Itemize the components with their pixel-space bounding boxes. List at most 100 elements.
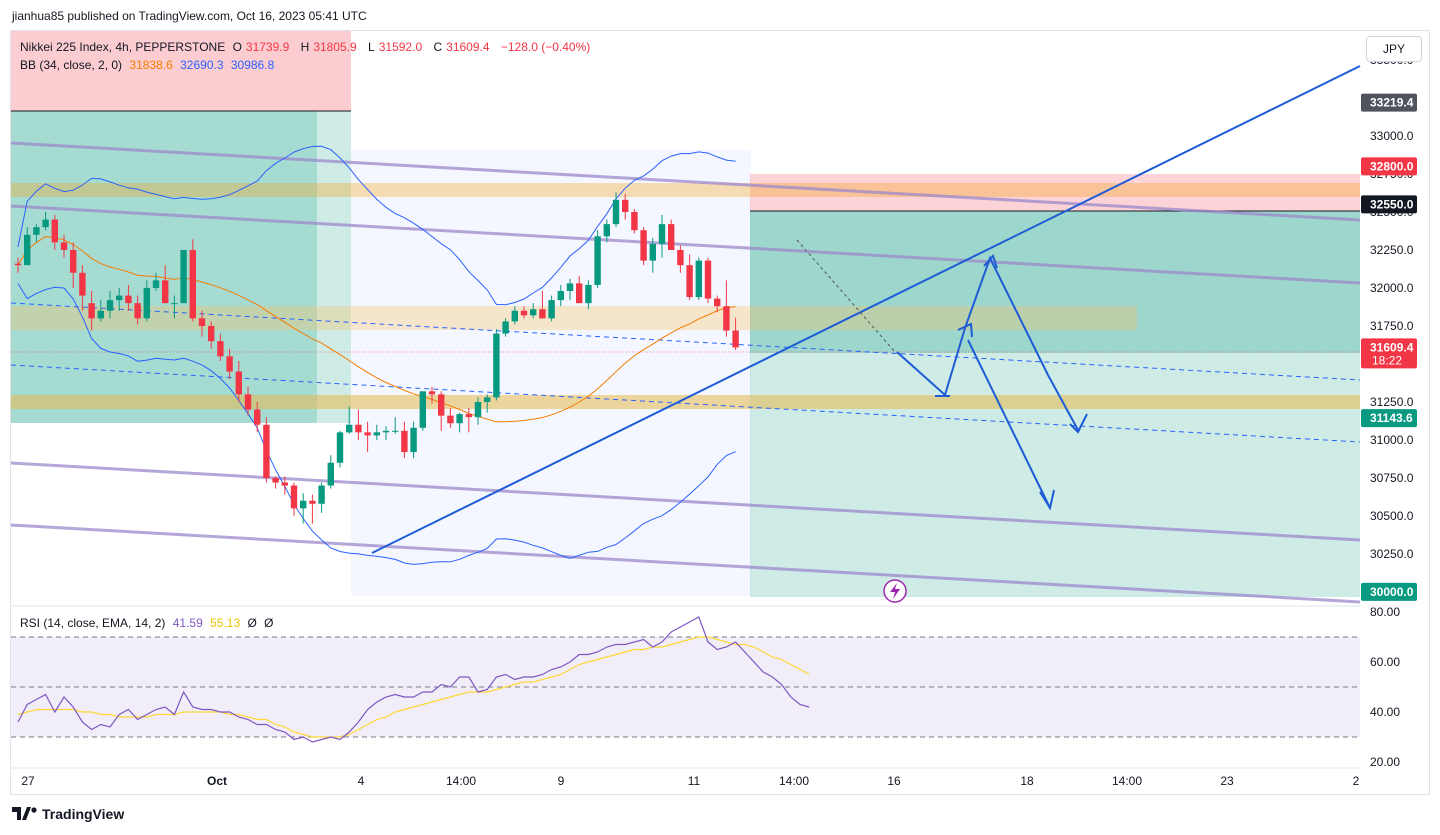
candle-body: [456, 414, 463, 424]
rsi-band: [11, 637, 1360, 737]
candle-body: [530, 309, 537, 316]
candle-body: [171, 303, 178, 305]
candle-body: [180, 249, 187, 304]
rsi-line: [17, 616, 810, 743]
candle-body: [152, 280, 160, 288]
candle-body: [594, 236, 601, 285]
bb-label: BB (34, close, 2, 0): [20, 58, 123, 72]
bb-basis-value: 31838.6: [129, 58, 173, 72]
candle-body: [60, 242, 68, 250]
symbol-name: Nikkei 225 Index, 4h, PEPPERSTONE: [20, 40, 226, 54]
time-axis: 27 Oct 4 14:00 9 11 14:00 16 18 14:00 23 2: [11, 767, 1360, 788]
bb-basis-line: [17, 236, 736, 423]
price-tick-label: 31000.0: [1370, 433, 1414, 447]
candle-body: [511, 310, 518, 322]
price-label-text: 31143.6: [1370, 411, 1413, 425]
price-label-text: 32800.0: [1370, 159, 1414, 173]
candle-body: [677, 249, 684, 266]
regression-channel: [10, 141, 1361, 604]
arrowhead-a: [1069, 413, 1088, 434]
candle-body: [714, 298, 721, 307]
price-label-text: 30000.0: [1370, 585, 1414, 599]
candle-body: [116, 295, 123, 301]
candle-body: [382, 430, 390, 433]
candle-body: [723, 306, 730, 331]
open-label: O: [232, 40, 242, 54]
tradingview-brand: TradingView: [12, 806, 124, 822]
arrowhead-b: [1039, 489, 1055, 511]
price-label-box: [1361, 582, 1417, 601]
candle-body: [134, 303, 141, 319]
candle-body: [484, 397, 491, 402]
rsi-lower-value: Ø: [264, 616, 274, 630]
candle-body: [419, 391, 426, 428]
price-axis: 33500.033000.032750.032500.032250.032000…: [1361, 53, 1417, 601]
candle-body: [373, 432, 380, 436]
channel-line-0: [10, 141, 1361, 222]
time-tick-label: 11: [688, 774, 701, 788]
candle-body: [24, 234, 31, 266]
candle-body: [88, 303, 95, 319]
price-tick-label: 30500.0: [1370, 509, 1414, 523]
rsi-pane: 80.00 60.00 40.00 20.00: [11, 605, 1400, 769]
price-label-box: [1361, 157, 1417, 176]
high-label: H: [300, 40, 310, 54]
time-tick-label: 16: [887, 774, 901, 788]
candle-body: [79, 272, 86, 296]
bb-upper-value: 32690.3: [180, 58, 224, 72]
time-tick-label: 2: [1353, 774, 1360, 788]
target-zone-right-upper: [750, 211, 1360, 353]
price-tick-label: 30750.0: [1370, 471, 1414, 485]
lightning-icon-bolt: [890, 583, 900, 599]
candle-body: [585, 284, 592, 304]
time-tick-label: 14:00: [1112, 774, 1142, 788]
candle-body: [217, 341, 224, 357]
price-tick-label: 31750.0: [1370, 319, 1414, 333]
candle-body: [539, 309, 546, 319]
candle-body: [208, 325, 215, 342]
channel-mid-dashed-1: [10, 302, 1361, 381]
candle-body: [106, 300, 114, 311]
stop-zone-left: [11, 31, 351, 111]
candle-body: [410, 427, 417, 453]
candle-body: [566, 283, 574, 292]
price-tick-label: 33000.0: [1370, 129, 1414, 143]
resistance-band: [11, 183, 1360, 197]
candle-body: [631, 211, 638, 231]
close-label: C: [433, 40, 443, 54]
time-tick-label: 14:00: [446, 774, 476, 788]
channel-line-1: [10, 204, 1361, 285]
trend-drawings: [371, 65, 1361, 603]
channel-line-2: [10, 461, 1361, 542]
candle-body: [686, 265, 693, 298]
candle-body: [318, 485, 325, 504]
candle-body: [612, 199, 620, 225]
rsi-tick-label: 20.00: [1370, 755, 1400, 769]
time-tick-label: 9: [558, 774, 565, 788]
support-band: [11, 395, 1360, 409]
bb-lower-line: [17, 283, 736, 565]
candle-body: [143, 287, 150, 319]
candle-body: [428, 391, 436, 395]
candle-body: [520, 310, 528, 316]
candle-body: [695, 260, 702, 298]
candle-body: [309, 500, 316, 504]
low-label: L: [368, 40, 375, 54]
projection-path-a: [896, 255, 1079, 431]
price-tick-label: 32250.0: [1370, 243, 1414, 257]
rsi-ma-line: [17, 636, 810, 738]
currency-button[interactable]: JPY: [1366, 36, 1422, 62]
candle-body: [254, 409, 261, 425]
time-tick-label: 27: [21, 774, 35, 788]
countdown-text: 18:22: [1372, 353, 1402, 367]
candle-body: [198, 318, 206, 326]
candle-body: [355, 424, 362, 433]
candle-body: [263, 424, 270, 478]
candle-body: [493, 333, 500, 398]
bb-legend: BB (34, close, 2, 0) 31838.6 32690.3 309…: [20, 58, 278, 72]
candle-body: [438, 394, 445, 416]
candle-body: [300, 500, 307, 509]
candle-body: [557, 291, 564, 301]
chart-frame[interactable]: [10, 30, 1430, 795]
